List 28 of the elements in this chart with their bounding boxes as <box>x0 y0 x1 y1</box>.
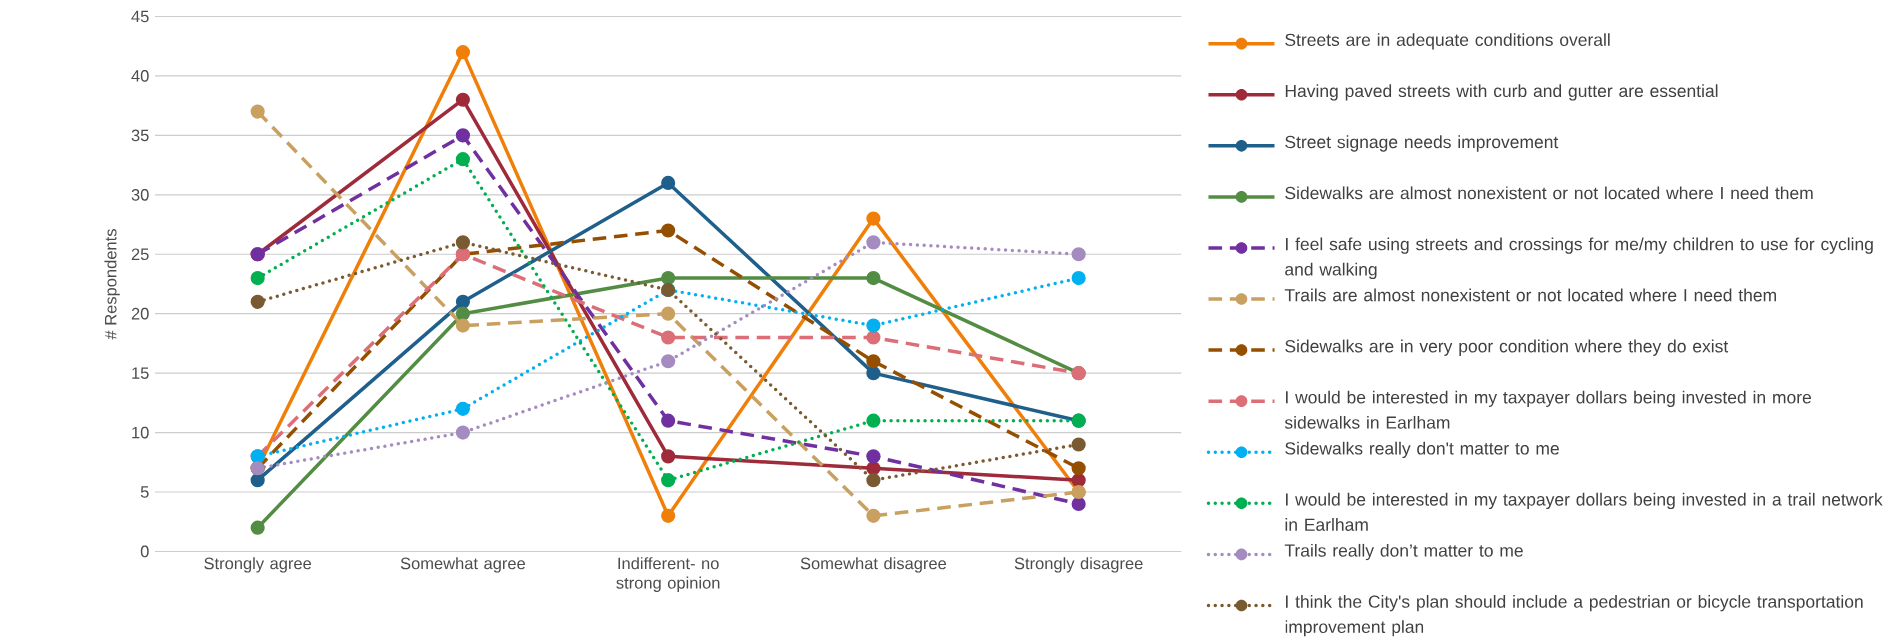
legend-label: Sidewalks are almost nonexistent or not located where I need them <box>1285 186 1813 200</box>
y-tick-label: 45 <box>131 10 149 23</box>
y-tick-label: 5 <box>140 486 149 499</box>
x-tick-label: Strongly agree <box>204 557 312 573</box>
x-tick-label: Indifferent- no strong opinion <box>616 557 720 593</box>
legend-label: Streets are in adequate conditions overall <box>1285 33 1610 50</box>
legend-label: Sidewalks really don't matter to me <box>1285 442 1559 459</box>
y-tick-label: 20 <box>131 308 149 320</box>
x-tick-label: Strongly disagree <box>1014 557 1143 573</box>
legend-label: I would be interested in my taxpayer dollars being invested in a trail network in Earlham <box>1285 493 1883 532</box>
y-tick-label: 25 <box>131 248 149 261</box>
legend-label: I feel safe using streets and crossings for me/my children to use for cycling and walking <box>1285 237 1873 280</box>
legend-label: I would be interested in my taxpayer dollars being invested in more sidewalks in Earlham <box>1284 390 1811 430</box>
legend-label: Having paved streets with curb and gutter are essential <box>1285 84 1718 101</box>
y-axis-title: # Respondents <box>104 229 120 340</box>
y-tick-label: 30 <box>131 189 149 201</box>
y-tick-label: 10 <box>132 426 149 439</box>
legend-label: Trails really don’t matter to me <box>1284 544 1523 561</box>
legend-label: I think the City's plan should include a pedestrian or bicycle transportation improvement plan <box>1285 595 1863 637</box>
x-tick-label: Somewhat disagree <box>800 557 947 573</box>
y-tick-label: 40 <box>131 70 149 83</box>
legend-label: Trails are almost nonexistent or not located where I need them <box>1284 288 1776 302</box>
y-tick-label: 35 <box>131 129 149 142</box>
legend-label: Street signage needs improvement <box>1285 135 1559 152</box>
y-tick-label: 0 <box>140 545 149 558</box>
legend-label: Sidewalks are in very poor condition where they do exist <box>1285 339 1729 357</box>
x-tick-label: Somewhat agree <box>400 557 526 573</box>
y-tick-label: 15 <box>132 367 149 380</box>
